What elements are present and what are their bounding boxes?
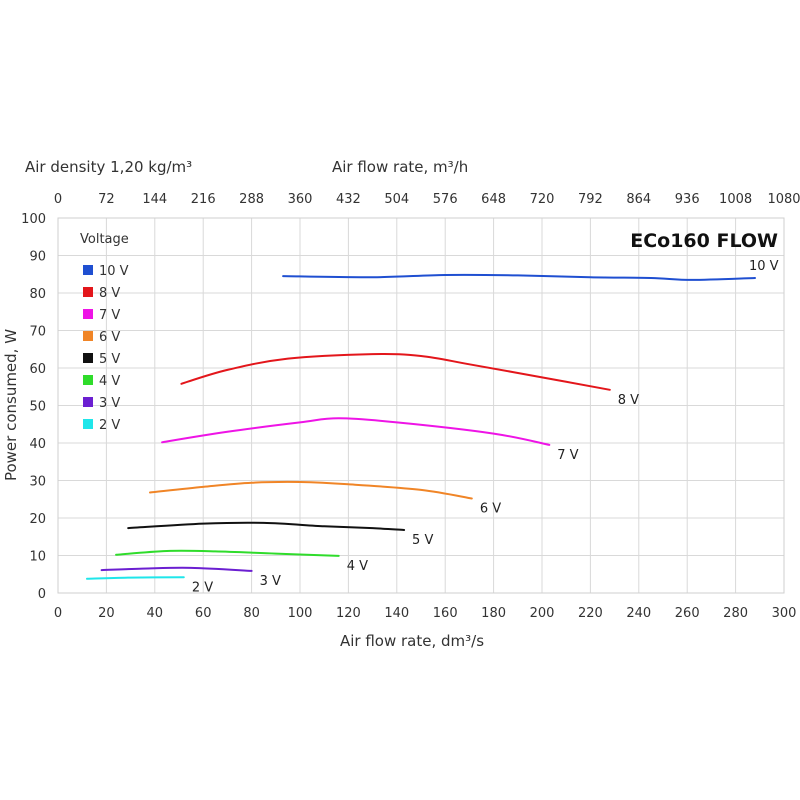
legend-label-7v: 7 V bbox=[99, 308, 120, 323]
series-end-label-4v: 4 V bbox=[347, 559, 368, 574]
legend-label-10v: 10 V bbox=[99, 264, 129, 279]
x2-tick-label: 432 bbox=[336, 192, 361, 207]
plot-frame bbox=[57, 217, 785, 594]
x-tick-label: 160 bbox=[433, 606, 458, 621]
y-tick-label: 40 bbox=[29, 437, 46, 452]
x2-tick-label: 504 bbox=[384, 192, 409, 207]
x-tick-label: 60 bbox=[195, 606, 212, 621]
x2-tick-label: 216 bbox=[191, 192, 216, 207]
x-tick-label: 280 bbox=[723, 606, 748, 621]
x-tick-label: 40 bbox=[147, 606, 164, 621]
x2-tick-labels: 0 72 144 216 288 360 432 504 576 648 720 792 864 936 1… bbox=[54, 192, 800, 207]
x-tick-label: 260 bbox=[675, 606, 700, 621]
series-end-label-8v: 8 V bbox=[618, 393, 639, 408]
x-tick-label: 20 bbox=[98, 606, 115, 621]
chart-title: ECo160 FLOW bbox=[630, 230, 778, 252]
air-density-label: Air density 1,20 kg/m³ bbox=[25, 158, 192, 176]
legend-label-2v: 2 V bbox=[99, 418, 120, 433]
series-end-label-3v: 3 V bbox=[260, 574, 281, 589]
legend-swatch-4v bbox=[83, 375, 93, 385]
x-tick-label: 100 bbox=[288, 606, 313, 621]
x2-tick-label: 144 bbox=[142, 192, 167, 207]
legend-swatch-2v bbox=[83, 419, 93, 429]
y-tick-label: 10 bbox=[29, 550, 46, 565]
plot-border bbox=[57, 217, 785, 594]
legend-label-8v: 8 V bbox=[99, 286, 120, 301]
legend: 10 V 8 V 7 V 6 V 5 V 4 V 3 V 2 V bbox=[83, 264, 129, 433]
x2-tick-label: 1008 bbox=[719, 192, 752, 207]
legend-swatch-6v bbox=[83, 331, 93, 341]
legend-swatch-8v bbox=[83, 287, 93, 297]
x2-tick-label: 0 bbox=[54, 192, 62, 207]
legend-swatch-7v bbox=[83, 309, 93, 319]
x-tick-label: 80 bbox=[243, 606, 260, 621]
series-line-3v bbox=[100, 566, 253, 572]
x-tick-label: 240 bbox=[626, 606, 651, 621]
legend-label-6v: 6 V bbox=[99, 330, 120, 345]
x2-tick-label: 792 bbox=[578, 192, 603, 207]
x-axis-title: Air flow rate, dm³/s bbox=[340, 632, 484, 650]
y-tick-label: 100 bbox=[21, 212, 46, 227]
series-end-labels: 10 V 8 V 7 V 6 V 5 V 4 V 3 V 2 V bbox=[192, 259, 779, 595]
x2-tick-label: 360 bbox=[288, 192, 313, 207]
series-line-6v bbox=[149, 480, 473, 500]
series-end-label-6v: 6 V bbox=[480, 502, 501, 517]
series-line-10v bbox=[282, 273, 756, 281]
x-tick-label: 180 bbox=[481, 606, 506, 621]
series-end-label-10v: 10 V bbox=[749, 259, 779, 274]
series-end-label-7v: 7 V bbox=[557, 448, 578, 463]
y-axis-title: Power consumed, W bbox=[2, 329, 20, 481]
x2-tick-label: 936 bbox=[675, 192, 700, 207]
x2-tick-label: 288 bbox=[239, 192, 264, 207]
x-tick-labels: 0 20 40 60 80 100 120 140 160 180 200 220 240 260 280 3… bbox=[54, 606, 797, 621]
x-tick-label: 120 bbox=[336, 606, 361, 621]
y-tick-label: 50 bbox=[29, 400, 46, 415]
x-tick-label: 200 bbox=[530, 606, 555, 621]
x-tick-label: 300 bbox=[772, 606, 797, 621]
series-line-7v bbox=[161, 417, 551, 446]
series-line-5v bbox=[127, 521, 406, 531]
x2-tick-label: 648 bbox=[481, 192, 506, 207]
x2-tick-label: 72 bbox=[98, 192, 115, 207]
y-tick-label: 0 bbox=[38, 587, 46, 602]
grid bbox=[57, 217, 785, 594]
x2-tick-label: 720 bbox=[530, 192, 555, 207]
legend-label-3v: 3 V bbox=[99, 396, 120, 411]
x-tick-label: 220 bbox=[578, 606, 603, 621]
legend-label-4v: 4 V bbox=[99, 374, 120, 389]
y-tick-label: 60 bbox=[29, 362, 46, 377]
y-tick-label: 30 bbox=[29, 475, 46, 490]
x2-tick-label: 1080 bbox=[767, 192, 800, 207]
legend-swatch-5v bbox=[83, 353, 93, 363]
y-tick-label: 20 bbox=[29, 512, 46, 527]
x2-tick-label: 864 bbox=[626, 192, 651, 207]
series-lines bbox=[86, 273, 756, 580]
y-tick-labels: 0 10 20 30 40 50 60 70 80 90 100 bbox=[21, 212, 46, 602]
series-line-2v bbox=[86, 576, 185, 580]
y-tick-label: 70 bbox=[29, 325, 46, 340]
x-tick-label: 140 bbox=[384, 606, 409, 621]
series-line-4v bbox=[115, 549, 340, 557]
x2-axis-title: Air flow rate, m³/h bbox=[332, 158, 468, 176]
series-end-label-2v: 2 V bbox=[192, 580, 213, 595]
series-end-label-5v: 5 V bbox=[412, 533, 433, 548]
x-tick-label: 0 bbox=[54, 606, 62, 621]
y-tick-label: 90 bbox=[29, 250, 46, 265]
legend-label-5v: 5 V bbox=[99, 352, 120, 367]
y-tick-label: 80 bbox=[29, 287, 46, 302]
legend-swatch-3v bbox=[83, 397, 93, 407]
series-line-8v bbox=[180, 352, 611, 391]
legend-swatch-10v bbox=[83, 265, 93, 275]
x2-tick-label: 576 bbox=[433, 192, 458, 207]
legend-title: Voltage bbox=[80, 232, 129, 247]
